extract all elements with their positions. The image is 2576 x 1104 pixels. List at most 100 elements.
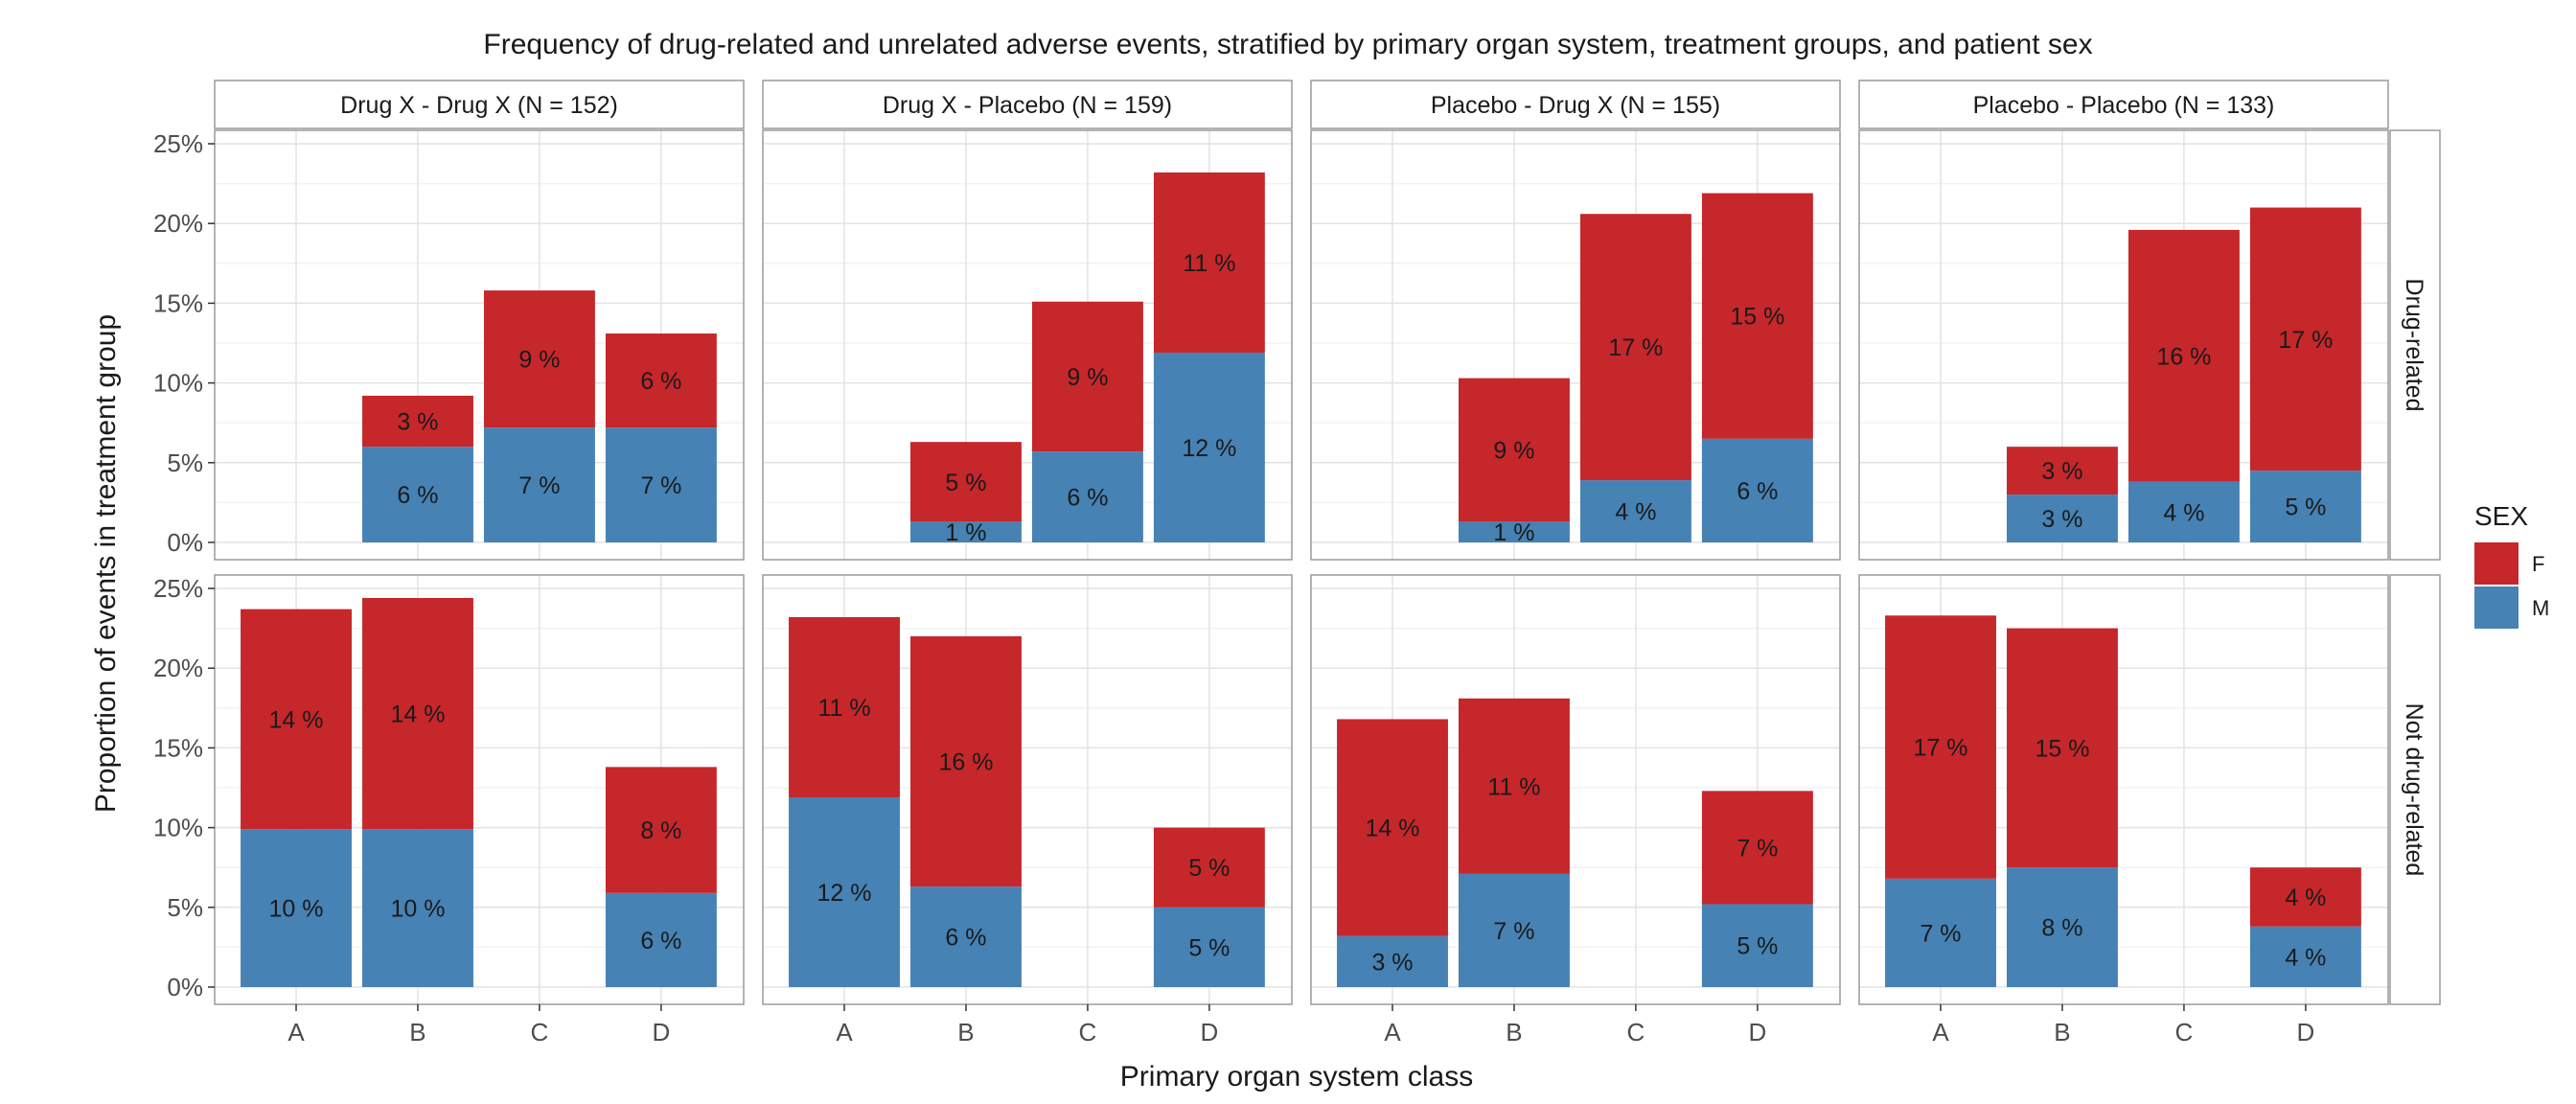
bar-label-f-B: 15 %: [2035, 735, 2089, 762]
chart-title: Frequency of drug-related and unrelated …: [483, 29, 2092, 60]
bar-label-f-C: 9 %: [518, 347, 560, 374]
y-tick-label: 20%: [153, 209, 203, 238]
x-tick-label-C: C: [2175, 1018, 2194, 1046]
bar-m-D: [605, 427, 717, 542]
bar-f-B: [910, 635, 1022, 887]
bar-label-f-B: 9 %: [1493, 437, 1534, 464]
bar-m-B: [362, 447, 473, 542]
x-tick-label-B: B: [957, 1018, 974, 1046]
x-tick-label-C: C: [1079, 1018, 1097, 1046]
bar-label-f-A: 14 %: [1366, 816, 1420, 842]
bar-label-m-D: 6 %: [1736, 478, 1778, 505]
bar-label-m-B: 6 %: [945, 925, 986, 952]
bar-label-m-C: 7 %: [518, 472, 560, 499]
bar-label-f-D: 8 %: [640, 817, 681, 844]
panel-border: [762, 129, 1293, 561]
x-tick-label-D: D: [2296, 1018, 2314, 1046]
x-tick-label-A: A: [288, 1018, 305, 1046]
bar-m-B: [1459, 873, 1570, 987]
panel-r1-c4: 3 % 3 % 4 % 16 % 5 % 17 %: [1858, 129, 2389, 561]
bar-f-D: [605, 334, 717, 428]
y-tick-label: 25%: [153, 574, 203, 603]
panel-r2-c2: 12 % 11 % 6 % 16 % 5 % 5 %: [762, 574, 1293, 1005]
bar-label-f-B: 3 %: [2041, 458, 2082, 485]
bar-label-m-D: 6 %: [640, 928, 681, 954]
bar-f-B: [362, 395, 473, 448]
bar-label-m-D: 5 %: [2285, 494, 2326, 521]
x-tick-label-D: D: [652, 1018, 670, 1046]
y-tick-label: 25%: [153, 129, 203, 158]
bar-m-D: [1153, 352, 1265, 542]
bar-label-f-C: 16 %: [2156, 343, 2211, 370]
bar-m-D: [2249, 926, 2361, 987]
panel-border: [1858, 574, 2389, 1005]
bar-label-f-D: 5 %: [1188, 855, 1230, 882]
y-tick-label: 15%: [153, 733, 203, 762]
x-tick-label-C: C: [531, 1018, 549, 1046]
panel-r1-c3: 1 % 9 % 4 % 17 % 6 % 15 %: [1310, 129, 1841, 561]
y-tick-label: 0%: [167, 973, 203, 1001]
bar-label-f-D: 7 %: [1736, 835, 1778, 862]
bar-label-f-D: 4 %: [2285, 885, 2326, 911]
bar-label-m-B: 6 %: [397, 482, 438, 509]
panel-r2-c3: 3 % 14 % 7 % 11 % 5 % 7 %: [1310, 574, 1841, 1005]
bar-label-f-D: 15 %: [1730, 304, 1784, 331]
bar-m-D: [1153, 907, 1265, 987]
bar-m-A: [241, 829, 352, 987]
panel-r2-c1: 10 % 14 % 10 % 14 % 6 % 8 %: [214, 574, 745, 1005]
facet-strip-label-col-3: Placebo - Drug X (N = 155): [1431, 92, 1720, 119]
bar-label-m-D: 5 %: [1736, 933, 1778, 960]
bar-label-m-C: 4 %: [1615, 499, 1656, 526]
bar-label-f-A: 14 %: [269, 706, 324, 733]
facet-strip-label-col-1: Drug X - Drug X (N = 152): [340, 92, 618, 119]
x-axis-title: Primary organ system class: [1120, 1061, 1473, 1092]
x-tick-label-D: D: [1748, 1018, 1766, 1046]
bar-f-A: [789, 616, 900, 797]
y-tick-label: 5%: [167, 893, 203, 922]
facet-strip-col-2: [762, 80, 1293, 129]
bar-label-f-A: 11 %: [817, 695, 870, 722]
bar-label-m-B: 10 %: [390, 896, 445, 923]
bar-m-D: [1701, 904, 1813, 987]
facet-strip-col-1: [214, 80, 745, 129]
bar-m-B: [910, 886, 1022, 987]
facet-strip-col-3: [1310, 80, 1841, 129]
bar-label-f-A: 17 %: [1914, 735, 1968, 762]
legend-key-M: [2474, 586, 2518, 629]
bar-f-C: [483, 290, 595, 428]
bar-m-B: [2007, 867, 2118, 987]
bar-label-f-B: 3 %: [397, 409, 438, 436]
legend-label-F: F: [2532, 552, 2544, 576]
bar-label-f-B: 14 %: [390, 702, 445, 728]
bar-f-B: [1459, 698, 1570, 874]
panel-r1-c1: 6 % 3 % 7 % 9 % 7 % 6 %: [214, 129, 745, 561]
bar-m-D: [2249, 471, 2361, 542]
bar-label-f-B: 5 %: [945, 470, 986, 496]
bar-label-f-D: 11 %: [1183, 250, 1235, 277]
bar-f-A: [1885, 615, 1996, 879]
bar-f-B: [2007, 447, 2118, 495]
panel-border: [214, 129, 745, 561]
bar-m-A: [1885, 878, 1996, 987]
bar-label-m-B: 8 %: [2041, 915, 2082, 942]
bar-label-f-C: 17 %: [1608, 334, 1663, 361]
y-tick-label: 20%: [153, 654, 203, 682]
y-tick-label: 5%: [167, 448, 203, 477]
y-tick-label: 0%: [167, 528, 203, 557]
x-tick-label-B: B: [2054, 1018, 2070, 1046]
facet-panels: Drug X - Drug X (N = 152) Drug X - Placeb…: [214, 80, 2441, 1005]
legend-label-M: M: [2532, 596, 2549, 620]
bar-f-D: [605, 767, 717, 893]
legend: SEX FM: [2474, 501, 2549, 629]
y-axis-title: Proportion of events in treatment group: [90, 314, 122, 813]
bar-label-m-B: 1 %: [1493, 519, 1534, 546]
bar-f-B: [2007, 628, 2118, 868]
bar-f-B: [362, 597, 473, 830]
facet-strip-row-1: [2389, 129, 2441, 561]
y-tick-label: 15%: [153, 288, 203, 317]
panel-border: [214, 574, 745, 1005]
x-tick-label-A: A: [1932, 1018, 1949, 1046]
bar-f-B: [910, 442, 1022, 522]
panel-border: [1310, 574, 1841, 1005]
